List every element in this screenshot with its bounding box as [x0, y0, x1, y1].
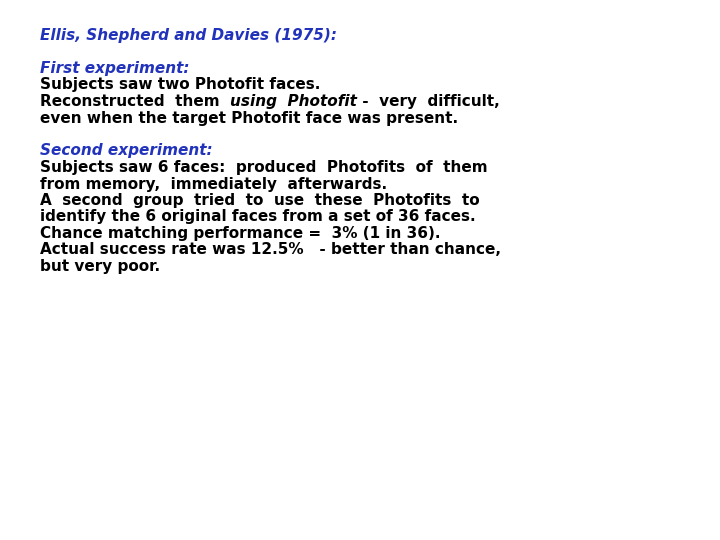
Text: Ellis, Shepherd and Davies (1975):: Ellis, Shepherd and Davies (1975): — [40, 28, 337, 43]
Text: identify the 6 original faces from a set of 36 faces.: identify the 6 original faces from a set… — [40, 210, 476, 225]
Text: using  Photofit: using Photofit — [230, 94, 357, 109]
Text: Second experiment:: Second experiment: — [40, 144, 212, 159]
Text: First experiment:: First experiment: — [40, 61, 189, 76]
Text: from memory,  immediately  afterwards.: from memory, immediately afterwards. — [40, 177, 387, 192]
Text: A  second  group  tried  to  use  these  Photofits  to: A second group tried to use these Photof… — [40, 193, 480, 208]
Text: Reconstructed  them: Reconstructed them — [40, 94, 230, 109]
Text: even when the target Photofit face was present.: even when the target Photofit face was p… — [40, 111, 458, 125]
Text: Actual success rate was 12.5%   - better than chance,: Actual success rate was 12.5% - better t… — [40, 242, 501, 258]
Text: Chance matching performance =  3% (1 in 36).: Chance matching performance = 3% (1 in 3… — [40, 226, 441, 241]
Text: Subjects saw 6 faces:  produced  Photofits  of  them: Subjects saw 6 faces: produced Photofits… — [40, 160, 487, 175]
Text: Subjects saw two Photofit faces.: Subjects saw two Photofit faces. — [40, 78, 320, 92]
Text: but very poor.: but very poor. — [40, 259, 160, 274]
Text: -  very  difficult,: - very difficult, — [357, 94, 500, 109]
